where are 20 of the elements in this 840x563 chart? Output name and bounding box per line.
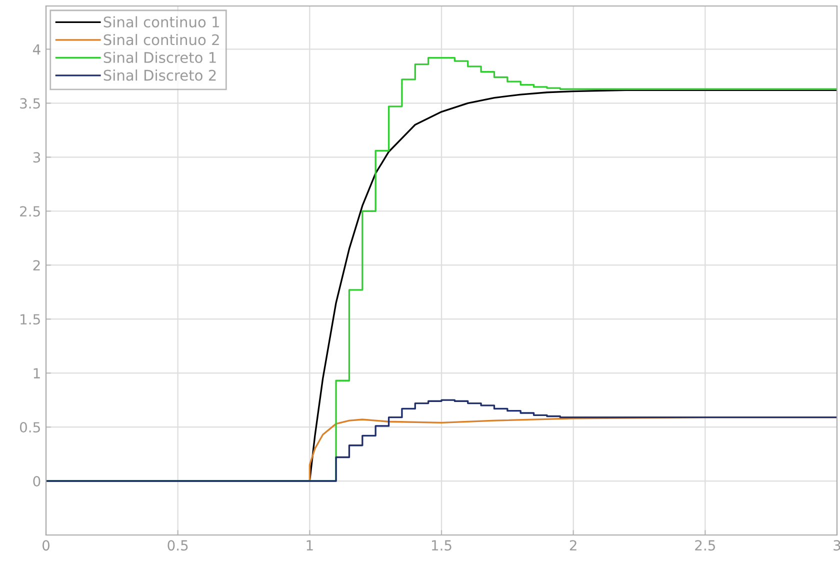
x-tick-label: 1 xyxy=(306,540,313,550)
x-tick-label: 0 xyxy=(42,540,50,551)
y-tick-label: 4 xyxy=(32,44,40,54)
y-tick-label: 3.5 xyxy=(20,98,40,109)
y-tick-label: 3 xyxy=(33,152,40,163)
y-tick-label: 0.5 xyxy=(20,422,40,433)
legend-label: Sinal continuo 1 xyxy=(104,16,219,28)
legend-label: Sinal Discreto 2 xyxy=(104,69,216,81)
y-tick-label: 0 xyxy=(33,476,40,486)
y-tick-label: 1 xyxy=(34,368,40,378)
legend-label: Sinal continuo 2 xyxy=(104,34,219,46)
y-tick-label: 1.5 xyxy=(20,314,40,325)
x-tick-label: 2 xyxy=(570,540,576,550)
y-tick-label: 2.5 xyxy=(20,206,40,217)
x-tick-label: 1.5 xyxy=(432,540,452,551)
x-tick-label: 2.5 xyxy=(695,540,715,551)
y-tick-label: 2 xyxy=(33,260,40,270)
legend-label: Sinal Discreto 1 xyxy=(104,52,216,64)
x-tick-label: 0.5 xyxy=(168,540,188,551)
x-tick-label: 3 xyxy=(834,540,840,551)
